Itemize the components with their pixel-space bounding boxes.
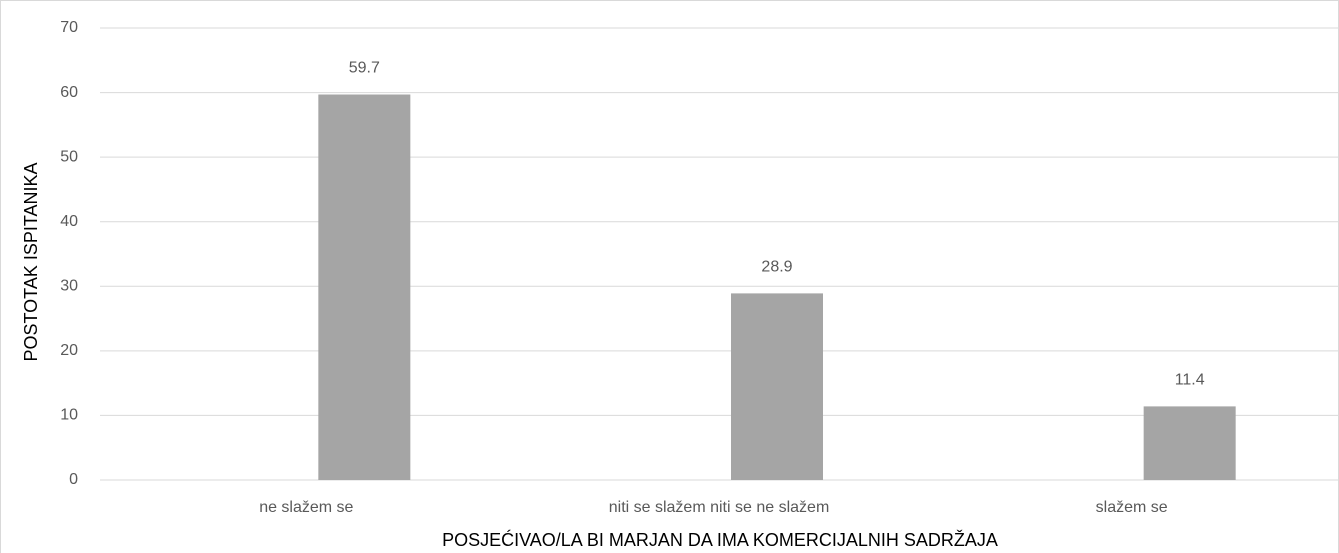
x-tick-label: ne slažem se [259,499,353,516]
x-tick-label: slažem se [1096,499,1168,516]
y-tick-label: 60 [60,84,78,101]
y-tick-label: 10 [60,407,78,424]
bar [1143,406,1236,480]
bar [731,293,823,480]
x-tick-label: niti se slažem niti se ne slažem [609,499,830,516]
bar [318,94,411,480]
y-tick-label: 20 [60,342,78,359]
data-label: 28.9 [761,259,792,276]
y-axis-title: POSTOTAK ISPITANIKA [21,162,41,361]
x-axis-title: POSJEĆIVAO/LA BI MARJAN DA IMA KOMERCIJA… [442,529,998,550]
y-tick-label: 50 [60,148,78,165]
y-tick-label: 0 [69,471,78,488]
y-tick-label: 40 [60,213,78,230]
data-label: 11.4 [1175,372,1205,389]
y-tick-label: 70 [60,19,78,36]
y-tick-label: 30 [60,278,78,295]
data-label: 59.7 [349,60,380,77]
